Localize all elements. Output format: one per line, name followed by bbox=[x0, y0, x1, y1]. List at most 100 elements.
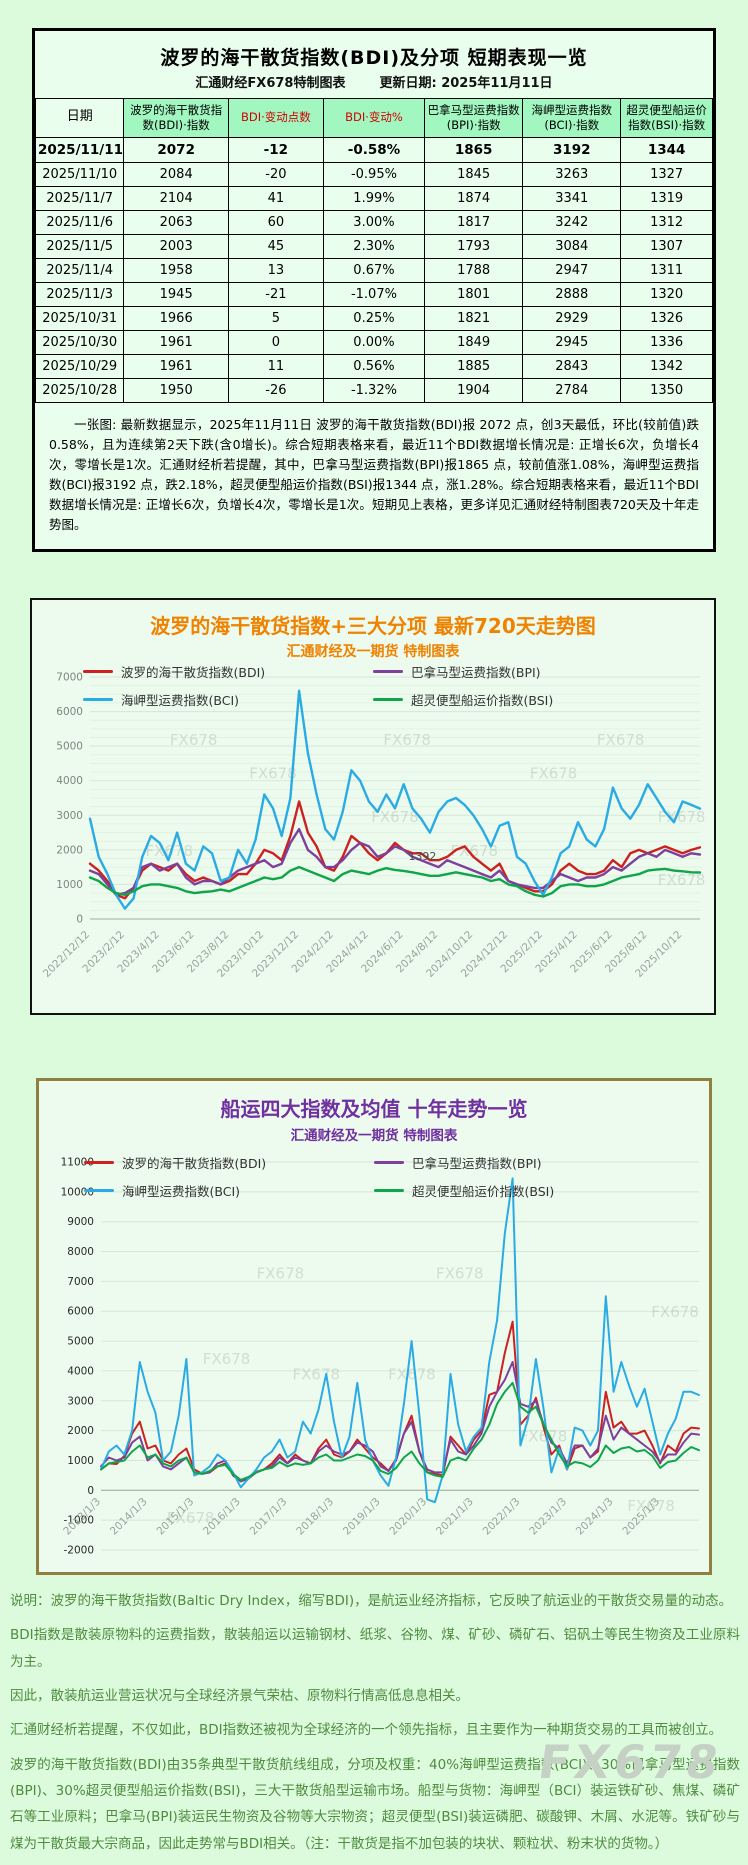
table-cell: 2929 bbox=[522, 305, 622, 331]
svg-text:FX678: FX678 bbox=[371, 808, 419, 826]
svg-text:FX678: FX678 bbox=[249, 765, 297, 783]
table-cell: 3192 bbox=[522, 136, 622, 163]
table-cell: 1821 bbox=[424, 305, 524, 331]
table-title: 波罗的海干散货指数(BDI)及分项 短期表现一览 bbox=[160, 47, 588, 69]
explanation-line: 波罗的海干散货指数(BDI)由35条典型干散货航线组成，分项及权重：40%海岬型… bbox=[10, 1756, 740, 1852]
table-row: 2025/11/6 2063 60 3.00% 1817 3242 1312 bbox=[34, 209, 713, 235]
table-cell: 1307 bbox=[620, 233, 713, 259]
column-header: 波罗的海干散货指数(BDI)·指数 bbox=[123, 98, 229, 138]
explanation-text: 说明：波罗的海干散货指数(Baltic Dry Index，缩写BDI)，是航运… bbox=[10, 1588, 740, 1865]
table-cell: 1865 bbox=[424, 136, 524, 163]
legend-line-swatch bbox=[374, 1188, 404, 1193]
legend-item: 海岬型运费指数(BCI) bbox=[83, 690, 373, 709]
table-cell: 1817 bbox=[424, 209, 524, 235]
table-cell: 1311 bbox=[620, 257, 713, 283]
legend-item: 巴拿马型运费指数(BPI) bbox=[373, 662, 663, 681]
table-cell: 2025/10/31 bbox=[34, 305, 125, 331]
table-cell: 1326 bbox=[620, 305, 713, 331]
chart-10y-title: 船运四大指数及均值 十年走势一览 bbox=[220, 1097, 528, 1121]
explanation-line: 因此，散装航运业营运状况与全球经济景气荣枯、原物料行情高低息息相关。 bbox=[10, 1687, 469, 1704]
svg-text:1000: 1000 bbox=[56, 879, 83, 891]
svg-text:4000: 4000 bbox=[56, 775, 83, 787]
table-cell: 3263 bbox=[522, 161, 622, 187]
explanation-line: 说明：波罗的海干散货指数(Baltic Dry Index，缩写BDI)，是航运… bbox=[10, 1593, 733, 1609]
table-cell: 2025/11/6 bbox=[34, 209, 125, 235]
svg-text:2022/12/12: 2022/12/12 bbox=[41, 929, 92, 980]
explanation-line: 汇通财经析若提醒，不仅如此，BDI指数还被视为全球经济的一个领先指标，且主要作为… bbox=[10, 1722, 723, 1739]
svg-text:7000: 7000 bbox=[56, 672, 83, 684]
svg-text:2018/1/3: 2018/1/3 bbox=[294, 1496, 336, 1538]
table-cell: 1793 bbox=[424, 233, 524, 259]
svg-text:2019/1/3: 2019/1/3 bbox=[341, 1496, 383, 1538]
table-row: 2025/10/28 1950 -26 -1.32% 1904 2784 1350 bbox=[34, 377, 713, 403]
svg-text:FX678: FX678 bbox=[658, 871, 706, 889]
explanation-line: BDI指数是散装原物料的运费指数，散装船运以运输钢材、纸浆、谷物、煤、矿砂、磷矿… bbox=[10, 1627, 740, 1670]
short-term-table-section: 波罗的海干散货指数(BDI)及分项 短期表现一览 汇通财经FX678特制图表 更… bbox=[32, 28, 716, 552]
table-cell: 1801 bbox=[424, 281, 524, 307]
table-cell: 1966 bbox=[123, 305, 229, 331]
svg-text:3000: 3000 bbox=[56, 810, 83, 822]
table-cell: 0 bbox=[227, 329, 324, 355]
legend-line-swatch bbox=[374, 1160, 404, 1165]
table-cell: 60 bbox=[227, 209, 324, 235]
table-cell: -0.95% bbox=[322, 161, 426, 187]
table-cell: 1950 bbox=[123, 377, 229, 403]
table-cell: -26 bbox=[227, 377, 324, 403]
table-cell: 2947 bbox=[522, 257, 622, 283]
legend-line-swatch bbox=[373, 669, 403, 674]
table-cell: 1319 bbox=[620, 185, 713, 211]
svg-text:FX678: FX678 bbox=[530, 765, 578, 783]
svg-text:FX678: FX678 bbox=[383, 731, 431, 749]
table-cell: 2025/10/30 bbox=[34, 329, 125, 355]
chart-10y-section: 船运四大指数及均值 十年走势一览 汇通财经及一期货 特制图表 波罗的海干散货指数… bbox=[36, 1078, 712, 1575]
table-cell: 2072 bbox=[123, 136, 229, 163]
table-row: 2025/10/29 1961 11 0.56% 1885 2843 1342 bbox=[34, 353, 713, 379]
svg-text:3000: 3000 bbox=[67, 1395, 94, 1407]
table-cell: 2025/11/4 bbox=[34, 257, 125, 283]
svg-text:11000: 11000 bbox=[61, 1157, 94, 1169]
svg-text:-2000: -2000 bbox=[63, 1545, 94, 1557]
table-cell: 1961 bbox=[123, 353, 229, 379]
table-cell: 1904 bbox=[424, 377, 524, 403]
svg-text:FX678: FX678 bbox=[170, 731, 218, 749]
table-cell: 1350 bbox=[620, 377, 713, 403]
svg-text:6000: 6000 bbox=[56, 706, 83, 718]
table-cell: 1.99% bbox=[322, 185, 426, 211]
svg-text:-1000: -1000 bbox=[63, 1515, 94, 1527]
table-cell: 3.00% bbox=[322, 209, 426, 235]
svg-text:9000: 9000 bbox=[67, 1216, 94, 1228]
table-cell: 1845 bbox=[424, 161, 524, 187]
column-header: 日期 bbox=[34, 98, 125, 138]
column-header: BDI·变动% bbox=[322, 98, 426, 138]
legend-item: 波罗的海干散货指数(BDI) bbox=[83, 662, 373, 681]
svg-text:FX678: FX678 bbox=[651, 1303, 699, 1321]
fx678-watermark: FX678 bbox=[535, 1735, 726, 1789]
table-cell: -0.58% bbox=[322, 136, 426, 163]
column-header: 巴拿马型运费指数(BPI)·指数 bbox=[424, 98, 524, 138]
table-cell: 1788 bbox=[424, 257, 524, 283]
table-cell: 2025/11/10 bbox=[34, 161, 125, 187]
table-row: 2025/11/3 1945 -21 -1.07% 1801 2888 1320 bbox=[34, 281, 713, 307]
chart-10y-legend: 波罗的海干散货指数(BDI) 巴拿马型运费指数(BPI) 海岬型运费指数(BCI) 超… bbox=[84, 1153, 664, 1200]
chart-720d-legend: 波罗的海干散货指数(BDI) 巴拿马型运费指数(BPI) 海岬型运费指数(BCI) 超… bbox=[83, 662, 663, 709]
table-cell: 2025/11/5 bbox=[34, 233, 125, 259]
legend-line-swatch bbox=[83, 697, 113, 702]
svg-text:2022/1/3: 2022/1/3 bbox=[481, 1496, 523, 1538]
svg-text:1392: 1392 bbox=[408, 850, 436, 863]
table-cell: -21 bbox=[227, 281, 324, 307]
column-header: 超灵便型船运价指数(BSI)·指数 bbox=[620, 98, 713, 138]
table-cell: 3341 bbox=[522, 185, 622, 211]
table-cell: 1885 bbox=[424, 353, 524, 379]
table-cell: 1327 bbox=[620, 161, 713, 187]
table-row: 2025/11/10 2084 -20 -0.95% 1845 3263 1327 bbox=[34, 161, 713, 187]
table-cell: 0.56% bbox=[322, 353, 426, 379]
svg-text:FX678: FX678 bbox=[658, 808, 706, 826]
table-row: 2025/10/30 1961 0 0.00% 1849 2945 1336 bbox=[34, 329, 713, 355]
table-update-date: 更新日期: 2025年11月11日 bbox=[379, 76, 553, 91]
series-line bbox=[100, 1381, 700, 1481]
table-cell: 1945 bbox=[123, 281, 229, 307]
table-cell: -20 bbox=[227, 161, 324, 187]
table-cell: 1958 bbox=[123, 257, 229, 283]
table-row: 2025/11/11 2072 -12 -0.58% 1865 3192 1344 bbox=[34, 136, 713, 163]
svg-text:FX678: FX678 bbox=[597, 731, 645, 749]
